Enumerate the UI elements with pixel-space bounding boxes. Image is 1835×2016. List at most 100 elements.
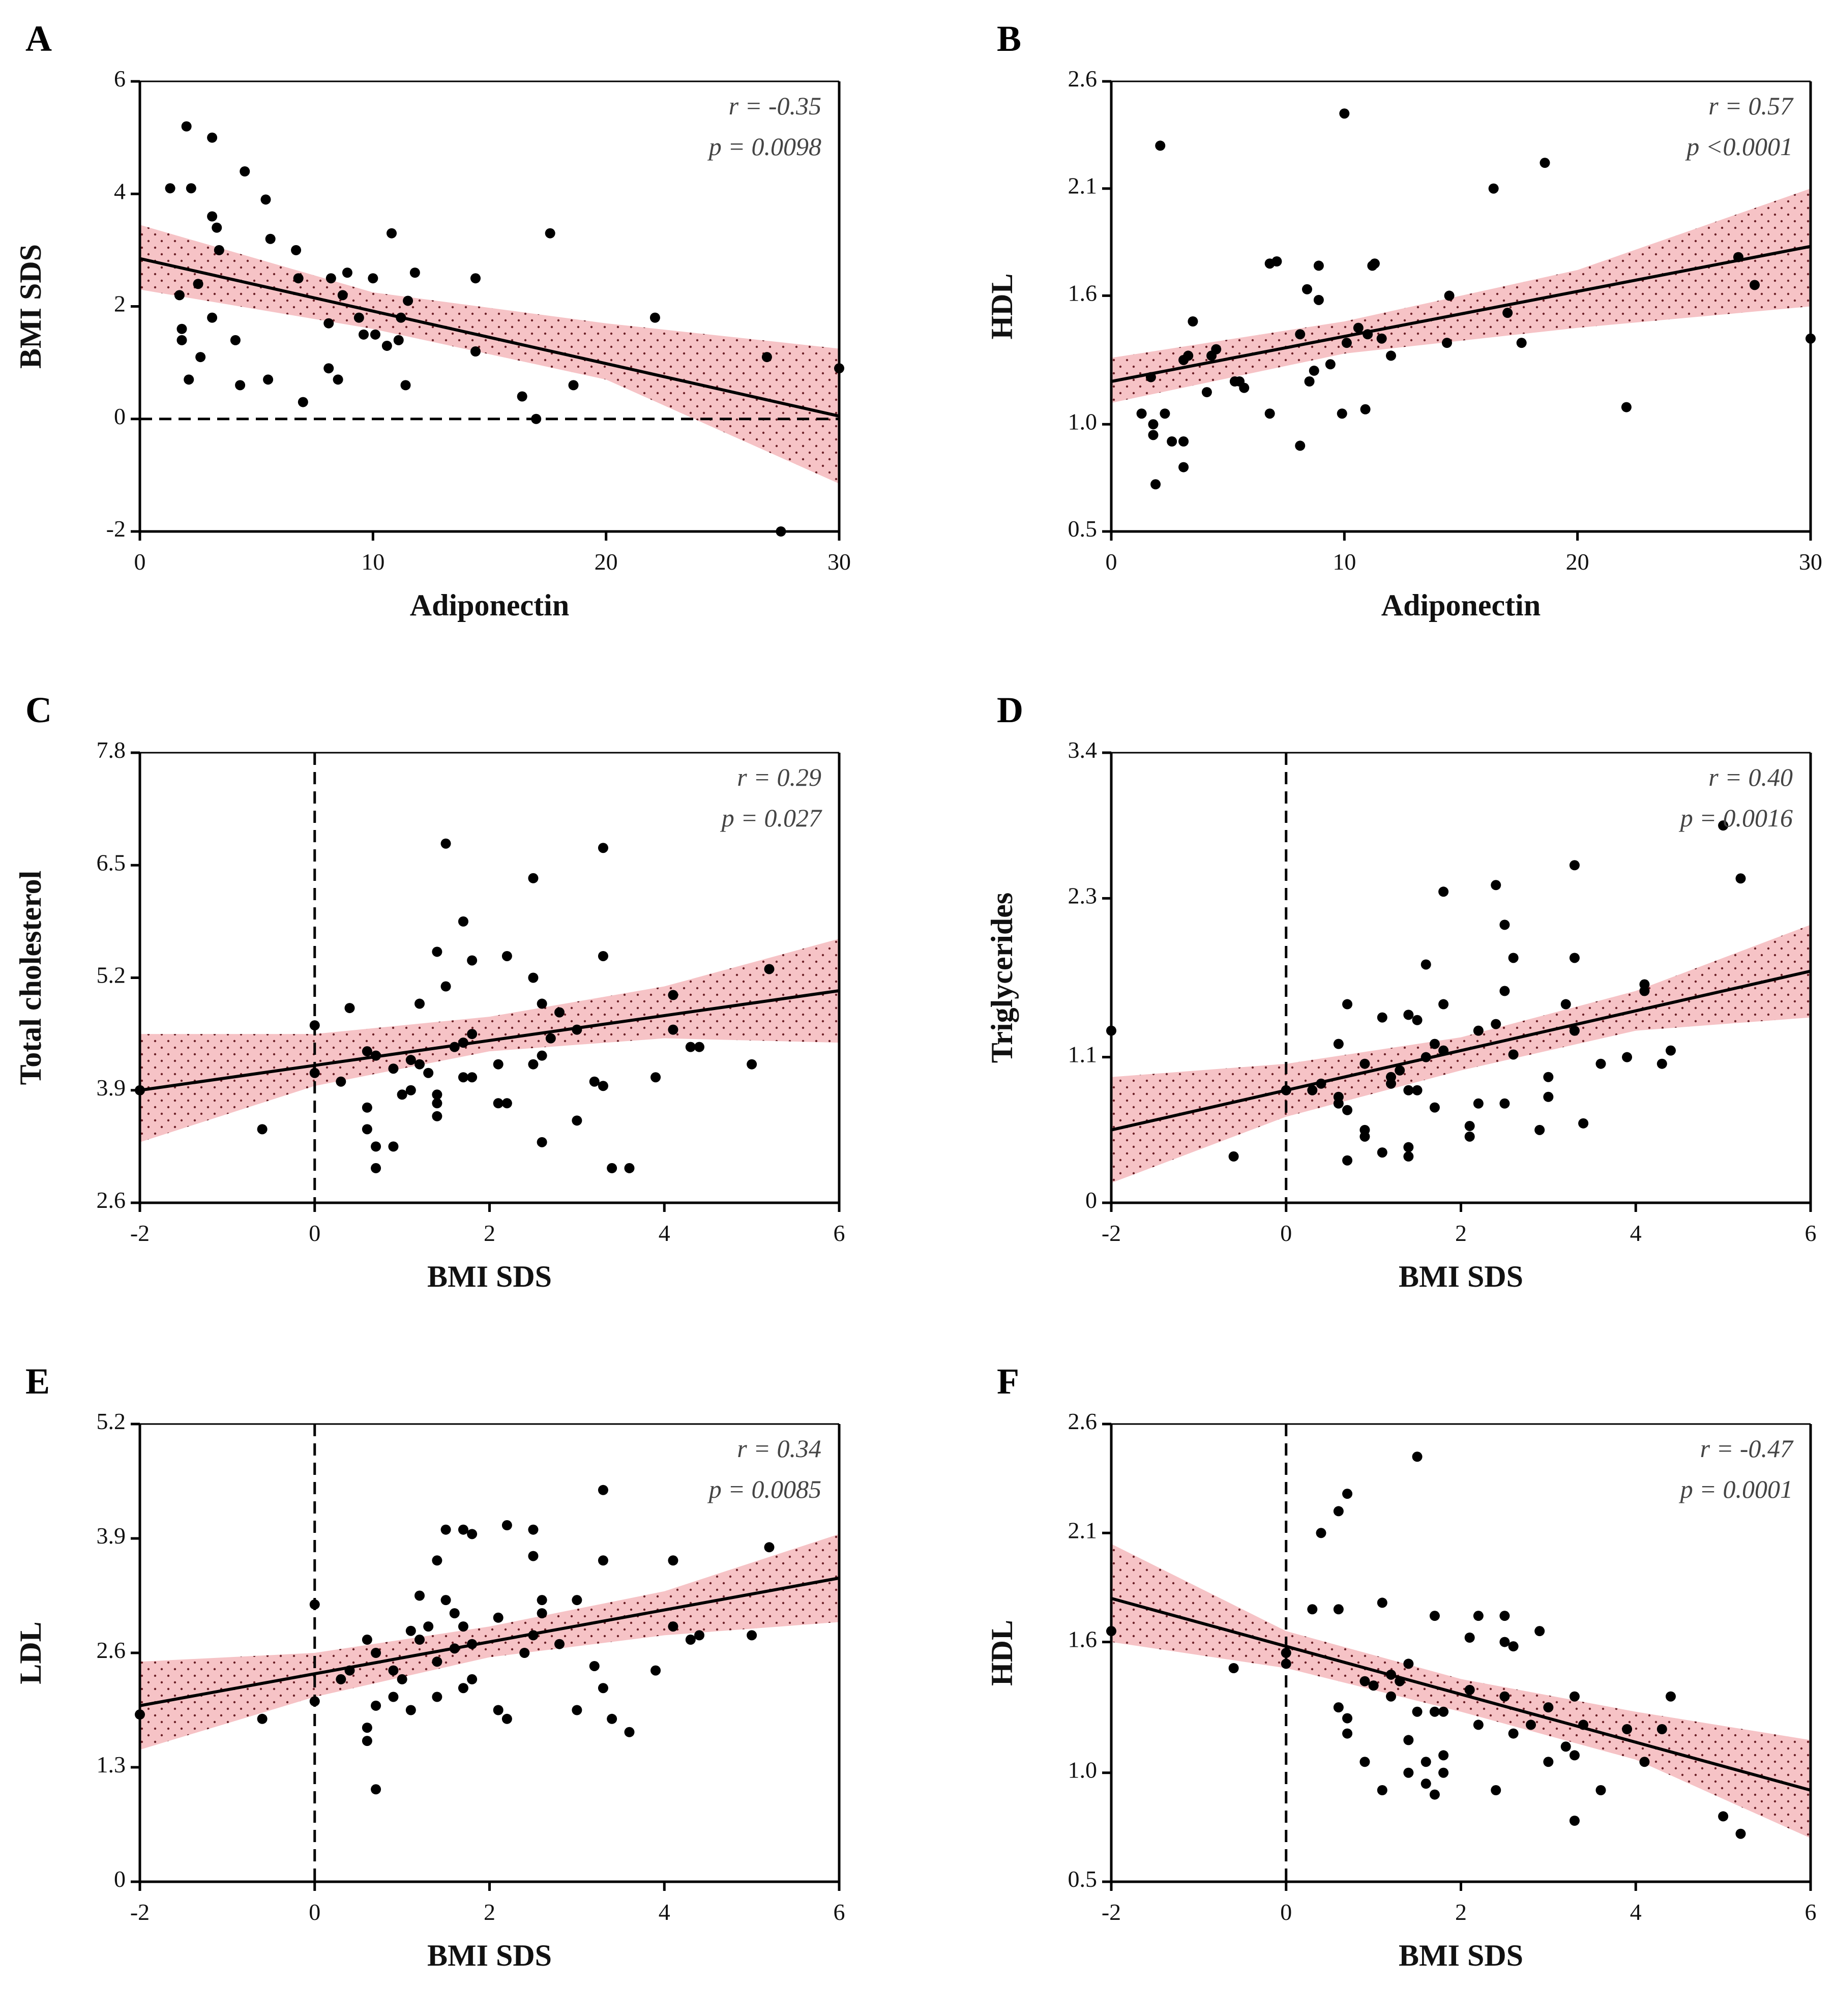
data-point (1377, 1147, 1387, 1158)
data-point (458, 1683, 468, 1694)
x-axis-label: BMI SDS (1399, 1939, 1523, 1972)
confidence-band (1111, 188, 1811, 403)
data-point (1718, 1811, 1729, 1822)
data-point (309, 1020, 320, 1031)
y-axis-label: Total cholesterol (14, 871, 47, 1085)
data-point (528, 1551, 539, 1561)
data-point (1341, 338, 1352, 348)
y-tick-label: 2 (114, 291, 126, 317)
x-tick-label: 6 (834, 1220, 845, 1246)
data-point (1534, 1626, 1545, 1637)
data-point (1178, 436, 1189, 447)
stat-p: p = 0.0085 (707, 1475, 821, 1503)
stat-r: r = 0.57 (1708, 92, 1794, 120)
data-point (1420, 959, 1431, 970)
data-point (1621, 402, 1632, 412)
data-point (362, 1124, 372, 1135)
data-point (333, 374, 343, 385)
data-point (1595, 1058, 1606, 1069)
data-point (1281, 1648, 1291, 1658)
data-point (174, 290, 185, 301)
data-point (1499, 986, 1510, 996)
data-point (207, 132, 218, 143)
data-point (537, 1595, 547, 1606)
data-point (449, 1608, 460, 1619)
data-point (1395, 1676, 1405, 1686)
data-point (207, 312, 218, 323)
data-point (1360, 404, 1371, 414)
data-point (467, 1674, 478, 1684)
data-point (432, 1098, 442, 1109)
data-point (388, 1665, 399, 1676)
data-point (528, 972, 539, 983)
data-point (371, 1141, 381, 1152)
data-point (493, 1612, 504, 1623)
y-tick-label: 1.0 (1068, 1757, 1098, 1783)
y-tick-label: 2.6 (97, 1637, 126, 1663)
y-tick-label: 1.1 (1068, 1042, 1098, 1068)
y-tick-label: 0 (114, 1866, 126, 1892)
data-point (1502, 308, 1513, 318)
y-tick-label: 1.6 (1068, 1626, 1098, 1652)
data-point (458, 1072, 468, 1083)
data-point (1578, 1118, 1589, 1129)
data-point (397, 1674, 407, 1684)
data-point (1429, 1611, 1440, 1621)
data-point (1516, 338, 1527, 348)
data-point (1429, 1102, 1440, 1113)
data-point (458, 1621, 468, 1632)
data-point (1377, 1597, 1387, 1608)
data-point (184, 374, 194, 385)
data-point (1377, 1012, 1387, 1023)
x-tick-label: 2 (484, 1899, 495, 1925)
panel-label: E (25, 1361, 50, 1402)
data-point (1622, 1052, 1633, 1062)
data-point (668, 1555, 678, 1566)
data-point (1281, 1658, 1291, 1669)
data-point (260, 194, 271, 205)
data-point (362, 1102, 372, 1113)
data-point (1359, 1757, 1370, 1767)
data-point (1403, 1085, 1414, 1095)
data-point (323, 318, 334, 329)
data-point (1377, 1785, 1387, 1795)
data-point (537, 1137, 547, 1147)
data-point (309, 1068, 320, 1078)
data-point (1488, 183, 1499, 194)
data-point (337, 290, 348, 301)
data-point (1148, 430, 1159, 440)
x-tick-label: -2 (1102, 1899, 1121, 1925)
panel-c: -2 0 2 4 6 2.6 3.9 5.2 6.5 7.8 BMI SDS Total choles… (14, 690, 845, 1293)
y-tick-label: 4 (114, 178, 126, 204)
data-point (344, 1003, 355, 1014)
data-point (1403, 1151, 1414, 1162)
data-point (309, 1599, 320, 1610)
data-point (368, 273, 378, 284)
x-tick-label: 6 (1805, 1220, 1817, 1246)
data-point (230, 335, 241, 345)
x-tick-label: 20 (595, 549, 618, 575)
confidence-band (140, 225, 839, 484)
data-point (1429, 1706, 1440, 1717)
data-point (423, 1068, 434, 1078)
data-point (747, 1630, 757, 1641)
data-point (589, 1661, 600, 1671)
data-point (1333, 1506, 1344, 1517)
data-point (470, 273, 481, 284)
data-point (1295, 329, 1306, 340)
data-point (1569, 1025, 1580, 1036)
data-point (537, 998, 547, 1009)
panel-label: A (25, 18, 52, 59)
data-point (240, 166, 250, 176)
data-point (396, 312, 406, 323)
data-point (1339, 108, 1350, 119)
y-tick-label: 3.9 (97, 1075, 126, 1101)
data-point (1569, 953, 1580, 963)
data-point (1412, 1015, 1423, 1025)
data-point (353, 312, 364, 323)
data-point (1307, 1604, 1318, 1615)
x-tick-label: 10 (1333, 549, 1356, 575)
data-point (764, 1542, 775, 1553)
data-point (1148, 419, 1159, 430)
data-point (1499, 1637, 1510, 1647)
